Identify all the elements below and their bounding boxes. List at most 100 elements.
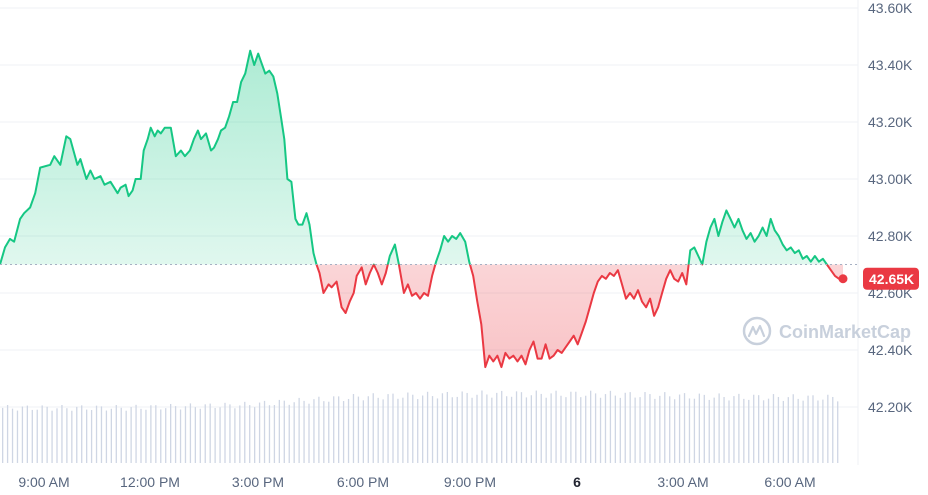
volume-bar xyxy=(308,403,310,463)
volume-bar xyxy=(362,400,365,463)
volume-bar xyxy=(86,409,88,463)
volume-bar xyxy=(412,394,414,463)
volume-bar xyxy=(21,406,24,463)
volume-bar xyxy=(451,397,453,463)
volume-bar xyxy=(140,408,142,463)
volume-bar xyxy=(249,405,251,463)
volume-bar xyxy=(407,392,409,463)
volume-bar xyxy=(797,398,799,463)
volume-bar xyxy=(762,400,765,463)
coinmarketcap-logo-icon xyxy=(742,316,772,346)
volume-bar xyxy=(426,391,429,463)
volume-bar xyxy=(155,405,157,463)
volume-bar xyxy=(283,400,285,463)
volume-bar xyxy=(130,407,132,463)
volume-bar xyxy=(609,390,612,463)
volume-bar xyxy=(723,396,725,463)
volume-bar xyxy=(614,395,617,463)
area-up xyxy=(0,50,843,265)
volume-bar xyxy=(708,399,710,463)
volume-bar xyxy=(550,393,552,463)
watermark-text: CoinMarketCap xyxy=(779,322,911,342)
volume-bar xyxy=(506,396,508,463)
volume-bar xyxy=(501,390,503,463)
volume-bar xyxy=(219,407,221,463)
volume-bar xyxy=(209,403,211,463)
volume-bar xyxy=(41,405,43,463)
volume-bar xyxy=(402,397,404,463)
x-tick-label: 9:00 AM xyxy=(18,474,69,490)
x-tick-label: 12:00 PM xyxy=(120,474,180,490)
volume-bar xyxy=(367,396,369,463)
current-price-label: 42.65K xyxy=(869,271,914,287)
volume-bar xyxy=(125,410,127,463)
volume-bar xyxy=(268,405,271,463)
volume-bar xyxy=(239,405,241,463)
volume-bar xyxy=(545,397,547,463)
volume-bar xyxy=(822,399,824,463)
volume-bar xyxy=(629,392,631,463)
volume-bar xyxy=(234,408,236,463)
volume-bar xyxy=(590,390,592,463)
volume-bar xyxy=(170,403,172,463)
x-tick-label: 3:00 PM xyxy=(232,474,284,490)
y-axis: 43.60K43.40K43.20K43.00K42.80K42.60K42.4… xyxy=(868,0,913,415)
y-tick-label: 42.20K xyxy=(868,399,913,415)
volume-bar xyxy=(328,401,330,463)
volume-bar xyxy=(703,394,705,463)
volume-bar xyxy=(377,397,379,463)
volume-bar xyxy=(698,393,701,463)
volume-bar xyxy=(46,406,48,463)
volume-bar xyxy=(204,404,206,463)
volume-bar xyxy=(199,408,201,463)
volume-bar xyxy=(738,393,740,463)
volume-bar xyxy=(431,396,434,463)
volume-bar xyxy=(787,397,789,463)
volume-bar xyxy=(575,391,577,463)
volume-bar xyxy=(476,394,478,463)
volume-bar xyxy=(258,402,261,463)
volume-bar xyxy=(466,392,468,463)
volume-bar xyxy=(758,395,760,463)
volume-bar xyxy=(777,396,780,463)
volume-bar xyxy=(565,397,567,463)
volume-bar xyxy=(560,395,562,463)
volume-bar xyxy=(372,393,374,463)
volume-bar xyxy=(61,405,63,463)
volume-bar xyxy=(422,395,424,463)
x-tick-label: 9:00 PM xyxy=(444,474,496,490)
volume-bar xyxy=(491,397,493,463)
volume-bar xyxy=(244,401,246,463)
volume-bar xyxy=(263,400,266,463)
volume-bar xyxy=(6,405,9,463)
y-tick-label: 42.80K xyxy=(868,228,913,244)
volume-bar xyxy=(718,393,720,463)
volume-bar xyxy=(338,396,340,463)
volume-bar xyxy=(599,397,602,463)
volume-bar xyxy=(693,398,696,463)
volume-bar xyxy=(743,398,745,463)
volume-bar xyxy=(357,396,360,463)
volume-bar xyxy=(31,409,33,463)
volume-bar xyxy=(145,409,147,463)
volume-bar xyxy=(298,397,300,463)
volume-bar xyxy=(456,396,458,463)
volume-bar xyxy=(387,394,389,463)
volume-bar xyxy=(678,394,681,463)
volume-bar xyxy=(688,398,691,463)
volume-bar xyxy=(649,394,651,463)
volume-bar xyxy=(555,390,557,463)
volume-bar xyxy=(184,406,187,463)
volume-bar xyxy=(619,397,621,463)
volume-bar xyxy=(654,398,656,463)
volume-bar xyxy=(535,390,537,463)
volume-bar xyxy=(51,410,53,463)
volume-bar xyxy=(90,410,93,463)
y-tick-label: 43.40K xyxy=(868,57,913,73)
volume-bar xyxy=(792,394,794,463)
volume-bar xyxy=(510,396,513,463)
volume-bar xyxy=(733,396,735,463)
volume-bar xyxy=(515,391,518,463)
volume-bar xyxy=(767,398,770,463)
